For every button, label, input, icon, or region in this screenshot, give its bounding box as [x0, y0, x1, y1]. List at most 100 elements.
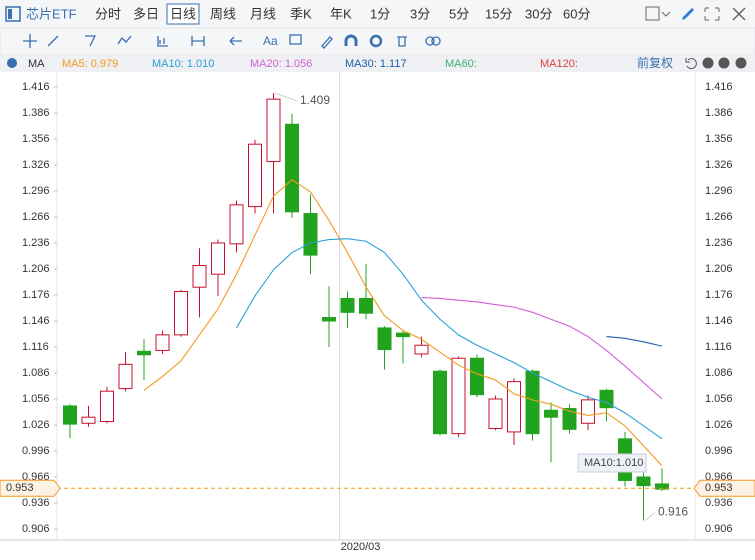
channel-tool[interactable]	[85, 35, 97, 47]
candle-body	[470, 357, 484, 396]
y-tick-label-right: 1.326	[705, 159, 733, 171]
symbol[interactable]: 芯片ETF	[26, 6, 77, 21]
reset-icon[interactable]	[685, 58, 697, 70]
y-tick-label-right: 1.356	[705, 133, 733, 145]
candle-body	[433, 370, 447, 435]
y-tick-label: 1.296	[22, 185, 50, 197]
arrow-tool[interactable]	[229, 36, 242, 46]
note-tool[interactable]	[289, 34, 302, 45]
candle-body	[488, 398, 503, 429]
candle-body	[451, 357, 466, 435]
y-tick-label-right: 1.386	[705, 107, 733, 119]
tab[interactable]: 日线	[170, 6, 196, 21]
close-icon[interactable]	[732, 7, 746, 21]
y-tick-label-right: 1.116	[705, 341, 732, 353]
tab[interactable]: 5分	[449, 6, 469, 21]
range-tool[interactable]	[191, 36, 205, 46]
high-leader	[275, 92, 298, 102]
y-tick-label-right: 0.996	[705, 445, 733, 457]
tab[interactable]: 季K	[290, 6, 312, 21]
candle-body	[266, 98, 281, 163]
y-tick-label: 0.906	[22, 523, 50, 535]
x-tick-label: 2020/03	[341, 541, 381, 553]
y-tick-label: 1.026	[22, 419, 50, 431]
low-leader	[645, 511, 656, 521]
adjust-mode[interactable]: 前复权	[637, 55, 673, 70]
y-tick-label: 1.236	[22, 237, 50, 249]
tab[interactable]: 15分	[485, 6, 512, 21]
y-tick-label: 1.326	[22, 159, 50, 171]
compare-tool-part	[431, 36, 441, 46]
tab[interactable]: 3分	[410, 6, 430, 21]
tab[interactable]: 30分	[525, 6, 552, 21]
candle-body	[359, 297, 373, 314]
ma-bar-bg	[0, 55, 755, 72]
fullscreen-icon[interactable]	[704, 7, 720, 21]
candle-body	[63, 405, 77, 425]
pen-icon[interactable]	[682, 8, 694, 20]
price-tag-right	[693, 479, 755, 497]
y-tick-label-right: 1.026	[705, 419, 733, 431]
settings[interactable]	[735, 57, 747, 69]
ma-legend-item: MA5: 0.979	[62, 58, 118, 70]
candle-body	[229, 204, 244, 245]
price-tag-left	[0, 479, 61, 497]
y-tick-label-right: 1.416	[705, 81, 733, 93]
eye-tool[interactable]	[369, 34, 383, 48]
dropdown-icon[interactable]	[661, 11, 671, 17]
measure-tool[interactable]	[157, 36, 168, 47]
y-tick-label: 1.086	[22, 367, 50, 379]
y-tick-label-right: 0.936	[705, 497, 733, 509]
candle-body	[322, 317, 336, 322]
candle-body	[174, 291, 188, 336]
zoom-out[interactable]	[718, 57, 730, 69]
candle-body	[525, 370, 540, 435]
y-tick-label: 1.056	[22, 393, 50, 405]
drawing-tools	[23, 34, 441, 49]
tab[interactable]: 60分	[563, 6, 590, 21]
y-tick-label-right: 1.206	[705, 263, 733, 275]
layout-icon[interactable]	[5, 6, 21, 22]
y-tick-label: 1.386	[22, 107, 50, 119]
candle-body	[81, 416, 96, 424]
text-tool[interactable]: Aa	[263, 34, 278, 48]
candle-body	[137, 350, 151, 356]
y-tick-label-right: 1.176	[705, 289, 733, 301]
ma-line	[606, 336, 663, 347]
checkbox[interactable]	[645, 6, 660, 21]
candle-body	[655, 483, 669, 490]
candle-body	[581, 399, 595, 424]
tools-bg	[0, 27, 755, 56]
delete-tool[interactable]	[397, 36, 407, 47]
y-tick-label: 1.146	[22, 315, 50, 327]
tab[interactable]: 分时	[95, 6, 121, 21]
tab[interactable]: 1分	[370, 6, 390, 21]
y-tick-label-right: 0.906	[705, 523, 733, 535]
y-tick-label: 1.206	[22, 263, 50, 275]
tab[interactable]: 年K	[330, 6, 352, 21]
candle-body	[248, 143, 262, 208]
tooltip: MA10:1.010	[584, 457, 643, 469]
magnet-tool[interactable]	[344, 34, 358, 46]
y-tick-label-right: 1.146	[705, 315, 733, 327]
candle-body	[562, 408, 577, 430]
line-tool[interactable]	[47, 35, 59, 47]
compare-tool[interactable]	[425, 36, 435, 46]
candle-body	[192, 265, 207, 288]
edit-tool[interactable]	[321, 36, 333, 49]
ma-legend-item: MA120:	[540, 58, 578, 70]
crosshair-tool[interactable]	[23, 34, 37, 48]
layout-icon-part	[8, 9, 12, 19]
tab[interactable]: 周线	[210, 6, 236, 21]
ma-label: MA	[28, 58, 45, 70]
y-tick-label-right: 1.266	[705, 211, 733, 223]
candle-body	[211, 242, 225, 275]
zoom-in[interactable]	[702, 57, 714, 69]
tab[interactable]: 月线	[250, 6, 276, 21]
tab[interactable]: 多日	[133, 6, 159, 21]
y-tick-label-right: 1.236	[705, 237, 733, 249]
wave-tool[interactable]	[117, 35, 132, 45]
y-tick-label: 1.266	[22, 211, 50, 223]
ma-toggle[interactable]	[7, 58, 17, 68]
